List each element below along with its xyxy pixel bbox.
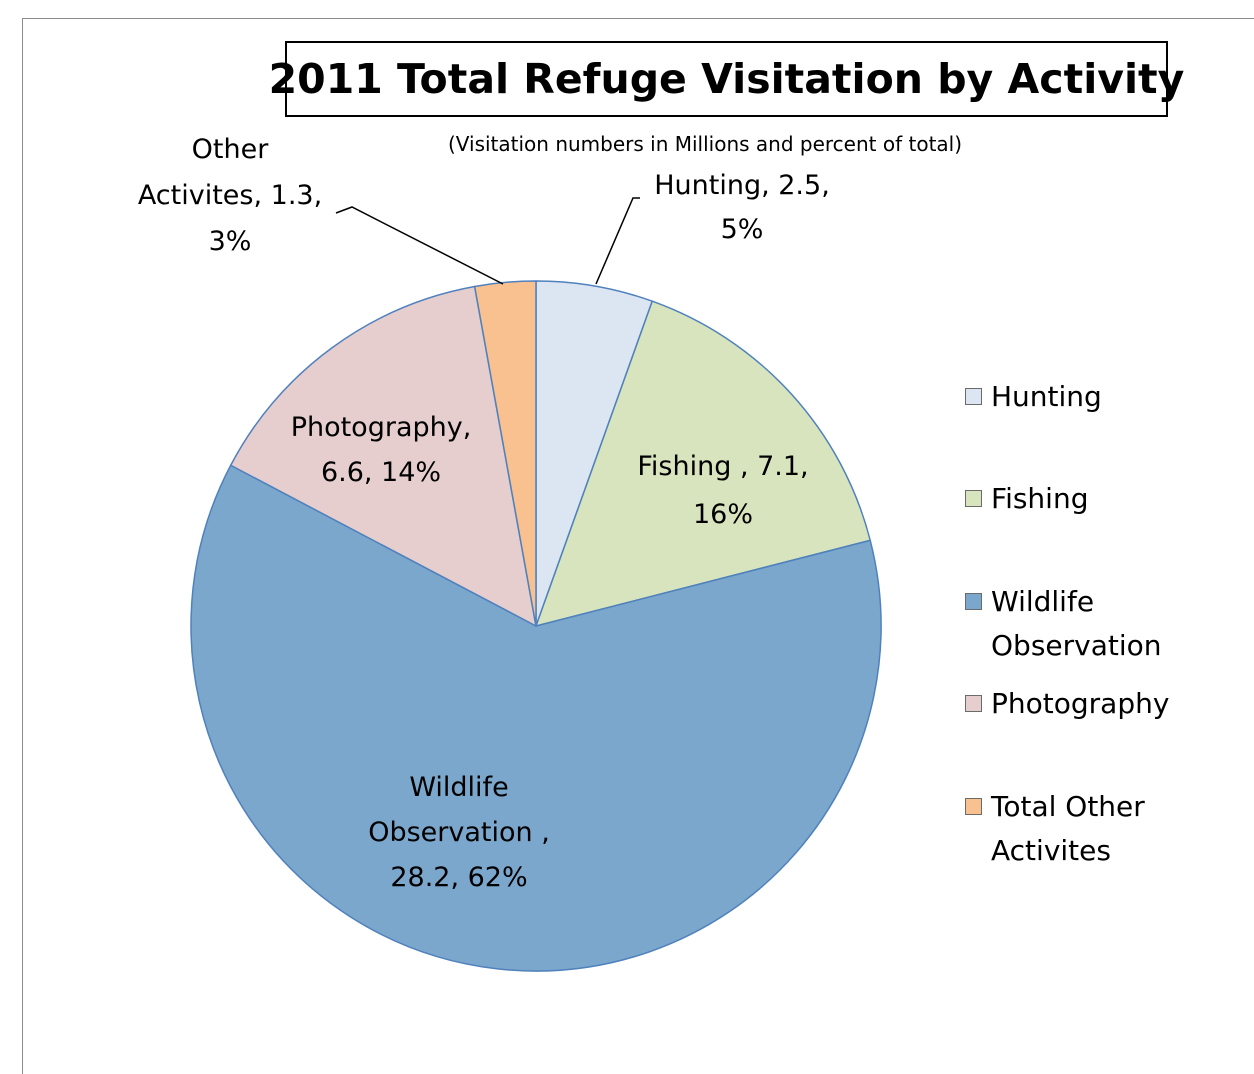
legend-item-hunting: Hunting xyxy=(965,375,1191,419)
legend-item-wildlife: Wildlife Observation xyxy=(965,580,1191,668)
legend-swatch-photography xyxy=(965,695,982,712)
leader-line-other xyxy=(335,206,504,285)
data-label-fishing: Fishing , 7.1, 16% xyxy=(637,451,808,530)
data-label-photography: Photography, 6.6, 14% xyxy=(291,412,472,488)
legend-label-fishing: Fishing xyxy=(991,482,1089,515)
data-label-line: 3% xyxy=(209,226,252,257)
legend-swatch-other xyxy=(965,798,982,815)
legend-item-photography: Photography xyxy=(965,682,1191,726)
pie-slice-fishing xyxy=(535,300,871,627)
chart-frame xyxy=(22,18,1254,1074)
data-label-wildlife: Wildlife Observation , 28.2, 62% xyxy=(368,772,550,893)
legend-swatch-wildlife xyxy=(965,593,982,610)
data-label-line: Hunting, 2.5, xyxy=(654,170,830,201)
legend-label-wildlife: Wildlife Observation xyxy=(991,585,1162,662)
data-label-line: Observation , xyxy=(368,817,550,848)
leader-line-hunting xyxy=(595,197,640,285)
data-label-line: Activites, 1.3, xyxy=(138,180,322,211)
legend-label-hunting: Hunting xyxy=(991,380,1102,413)
data-label-line: Photography, xyxy=(291,412,472,443)
data-label-line: Wildlife xyxy=(409,772,508,803)
data-label-line: 5% xyxy=(721,214,764,245)
data-label-line: Fishing , 7.1, xyxy=(637,451,808,482)
data-label-line: Other xyxy=(192,134,270,165)
data-label-line: 28.2, 62% xyxy=(390,862,527,893)
chart-title: 2011 Total Refuge Visitation by Activity xyxy=(268,55,1185,103)
legend-label-photography: Photography xyxy=(991,687,1170,720)
chart-subtitle: (Visitation numbers in Millions and perc… xyxy=(447,132,963,156)
data-label-other: Other Activites, 1.3, 3% xyxy=(138,134,322,257)
chart-title-box: 2011 Total Refuge Visitation by Activity xyxy=(269,41,1184,117)
legend-swatch-hunting xyxy=(965,388,982,405)
legend-label-other: Total Other Activites xyxy=(991,790,1145,867)
data-label-line: 16% xyxy=(693,499,753,530)
legend-swatch-fishing xyxy=(965,490,982,507)
data-label-hunting: Hunting, 2.5, 5% xyxy=(654,170,830,245)
legend-item-fishing: Fishing xyxy=(965,477,1191,521)
pie-slice-wildlife xyxy=(190,464,882,972)
legend-item-other: Total Other Activites xyxy=(965,785,1191,873)
pie-slice-other xyxy=(473,280,537,627)
pie-slice-photography xyxy=(229,285,537,627)
data-label-line: 6.6, 14% xyxy=(321,457,441,488)
